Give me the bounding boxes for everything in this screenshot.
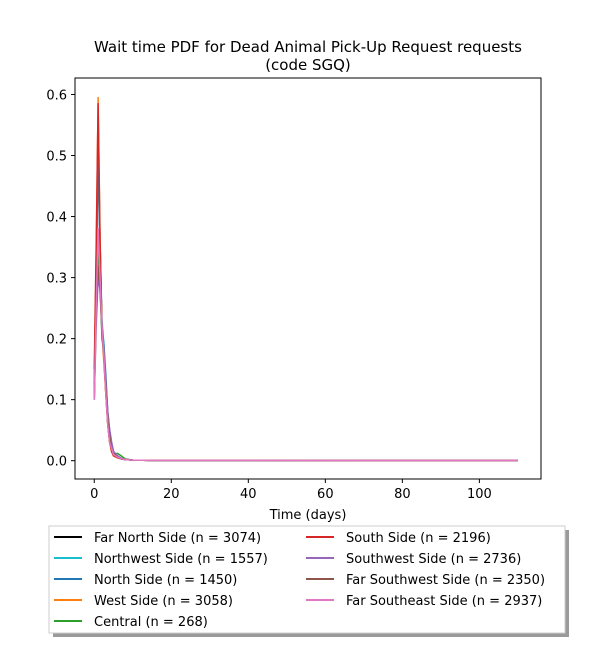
legend-label-0: Far North Side (n = 3074) xyxy=(94,531,261,546)
series-line-1 xyxy=(93,142,518,462)
x-tick-label-1: 20 xyxy=(163,487,180,502)
plot-area xyxy=(74,77,542,480)
series-line-7 xyxy=(93,264,518,462)
x-axis-label: Time (days) xyxy=(269,508,347,523)
legend-label-2: North Side (n = 1450) xyxy=(94,573,237,588)
legend-label-8: Far Southeast Side (n = 2937) xyxy=(346,594,542,609)
legend-label-6: Southwest Side (n = 2736) xyxy=(346,552,521,567)
chart-subtitle: (code SGQ) xyxy=(265,56,351,74)
y-tick-label-1: 0.1 xyxy=(46,394,67,409)
x-axis: 0 20 40 60 80 100 xyxy=(90,479,492,502)
y-axis: 0.0 0.1 0.2 0.3 0.4 0.5 0.6 xyxy=(46,88,75,470)
y-tick-label-5: 0.5 xyxy=(46,150,67,165)
legend: Far North Side (n = 3074) Northwest Side … xyxy=(48,525,569,637)
x-tick-label-4: 80 xyxy=(394,487,411,502)
chart-title: Wait time PDF for Dead Animal Pick-Up Re… xyxy=(94,38,522,56)
series-line-2 xyxy=(93,154,518,462)
legend-label-3: West Side (n = 3058) xyxy=(94,594,233,609)
y-tick-label-3: 0.3 xyxy=(46,272,67,287)
y-tick-label-6: 0.6 xyxy=(46,88,67,103)
series-line-6 xyxy=(93,276,518,462)
series-line-0 xyxy=(93,124,518,462)
legend-label-5: South Side (n = 2196) xyxy=(346,531,491,546)
series-line-4 xyxy=(93,246,518,462)
x-tick-label-0: 0 xyxy=(90,487,98,502)
series-line-5 xyxy=(93,102,518,462)
y-tick-label-4: 0.4 xyxy=(46,211,67,226)
y-tick-label-2: 0.2 xyxy=(46,333,67,348)
series-line-3 xyxy=(93,96,518,462)
x-tick-label-3: 60 xyxy=(317,487,334,502)
y-tick-label-0: 0.0 xyxy=(46,455,67,470)
legend-label-1: Northwest Side (n = 1557) xyxy=(94,552,268,567)
x-tick-label-5: 100 xyxy=(467,487,492,502)
series-group xyxy=(93,96,518,462)
legend-label-4: Central (n = 268) xyxy=(94,615,208,630)
x-tick-label-2: 40 xyxy=(240,487,257,502)
legend-label-7: Far Southwest Side (n = 2350) xyxy=(346,573,545,588)
series-line-8 xyxy=(93,228,518,462)
